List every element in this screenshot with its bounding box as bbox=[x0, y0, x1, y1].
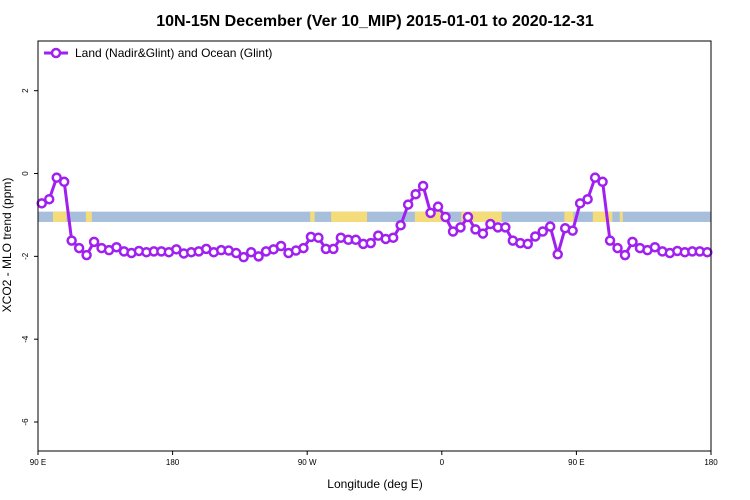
data-point bbox=[544, 221, 556, 232]
data-point bbox=[171, 244, 182, 255]
data-point bbox=[649, 241, 661, 253]
land-segment bbox=[331, 211, 368, 222]
x-tick-label: 90 E bbox=[568, 458, 584, 467]
y-tick-label: 0 bbox=[21, 171, 30, 176]
y-axis: 2 0 -2 -4 -6 bbox=[21, 88, 38, 426]
data-point bbox=[73, 242, 85, 254]
y-axis-label: XCO2 - MLO trend (ppm) bbox=[0, 178, 14, 313]
data-point bbox=[43, 193, 55, 205]
data-point bbox=[387, 232, 399, 243]
data-point bbox=[455, 222, 466, 233]
data-point bbox=[425, 207, 436, 219]
data-point bbox=[627, 236, 638, 248]
data-point bbox=[66, 235, 77, 246]
x-tick-label: 90 W bbox=[298, 458, 317, 467]
data-point bbox=[402, 199, 414, 210]
legend-entry-label: Land (Nadir&Glint) and Ocean (Glint) bbox=[75, 46, 272, 60]
data-point bbox=[582, 193, 593, 205]
data-point bbox=[88, 236, 100, 248]
data-point bbox=[313, 232, 324, 243]
data-point bbox=[522, 238, 534, 250]
land-segment bbox=[52, 211, 67, 222]
legend-marker bbox=[50, 47, 62, 59]
data-point bbox=[552, 249, 563, 260]
series-layer bbox=[36, 172, 713, 263]
x-tick-label: 0 bbox=[440, 458, 445, 467]
data-point bbox=[51, 172, 62, 183]
data-point bbox=[298, 242, 309, 254]
data-point bbox=[702, 246, 713, 258]
land-segment bbox=[619, 211, 623, 222]
legend: Land (Nadir&Glint) and Ocean (Glint) bbox=[44, 46, 272, 60]
data-point bbox=[238, 251, 249, 263]
data-point bbox=[537, 226, 548, 237]
data-point bbox=[111, 241, 122, 253]
data-point bbox=[470, 224, 481, 235]
land-segment bbox=[592, 211, 613, 222]
land-segment bbox=[85, 211, 92, 222]
ocean-band bbox=[38, 211, 711, 222]
data-point bbox=[589, 172, 601, 183]
data-point bbox=[612, 242, 623, 254]
data-point bbox=[417, 180, 429, 192]
land-segment bbox=[461, 211, 502, 222]
y-tick-label: -4 bbox=[21, 335, 30, 343]
data-point bbox=[253, 251, 264, 262]
data-point bbox=[275, 240, 287, 252]
x-axis-label: Longitude (deg E) bbox=[327, 477, 422, 491]
data-point bbox=[604, 235, 616, 246]
data-point bbox=[230, 247, 242, 259]
y-tick-label: -2 bbox=[21, 252, 30, 260]
x-tick-label: 180 bbox=[166, 458, 180, 467]
data-point bbox=[350, 234, 362, 246]
x-tick-label: 180 bbox=[704, 458, 718, 467]
data-point bbox=[597, 176, 608, 188]
data-point bbox=[432, 201, 444, 212]
y-tick-label: 2 bbox=[21, 88, 30, 93]
data-point bbox=[462, 211, 474, 223]
data-point bbox=[328, 243, 339, 255]
data-point bbox=[447, 226, 459, 237]
data-point bbox=[567, 225, 578, 236]
data-point bbox=[619, 249, 631, 261]
data-point bbox=[245, 246, 257, 258]
data-point bbox=[81, 249, 92, 261]
data-point bbox=[58, 176, 70, 188]
plot-frame bbox=[37, 40, 712, 452]
data-point bbox=[410, 188, 421, 200]
land-segment bbox=[310, 211, 315, 222]
data-point bbox=[530, 231, 541, 242]
x-tick-label: 90 E bbox=[30, 458, 46, 467]
data-point bbox=[395, 220, 406, 231]
data-point bbox=[365, 237, 377, 249]
land-segment bbox=[564, 211, 574, 222]
chart-title: 10N-15N December (Ver 10_MIP) 2015-01-01… bbox=[156, 13, 594, 30]
y-tick-label: -6 bbox=[21, 418, 30, 426]
data-point bbox=[440, 211, 451, 223]
data-point bbox=[574, 198, 586, 209]
x-axis: 90 E 180 90 W 0 90 E 180 bbox=[30, 451, 718, 467]
ocean-land-band bbox=[38, 211, 711, 222]
data-point bbox=[500, 222, 511, 233]
data-point bbox=[477, 228, 489, 239]
